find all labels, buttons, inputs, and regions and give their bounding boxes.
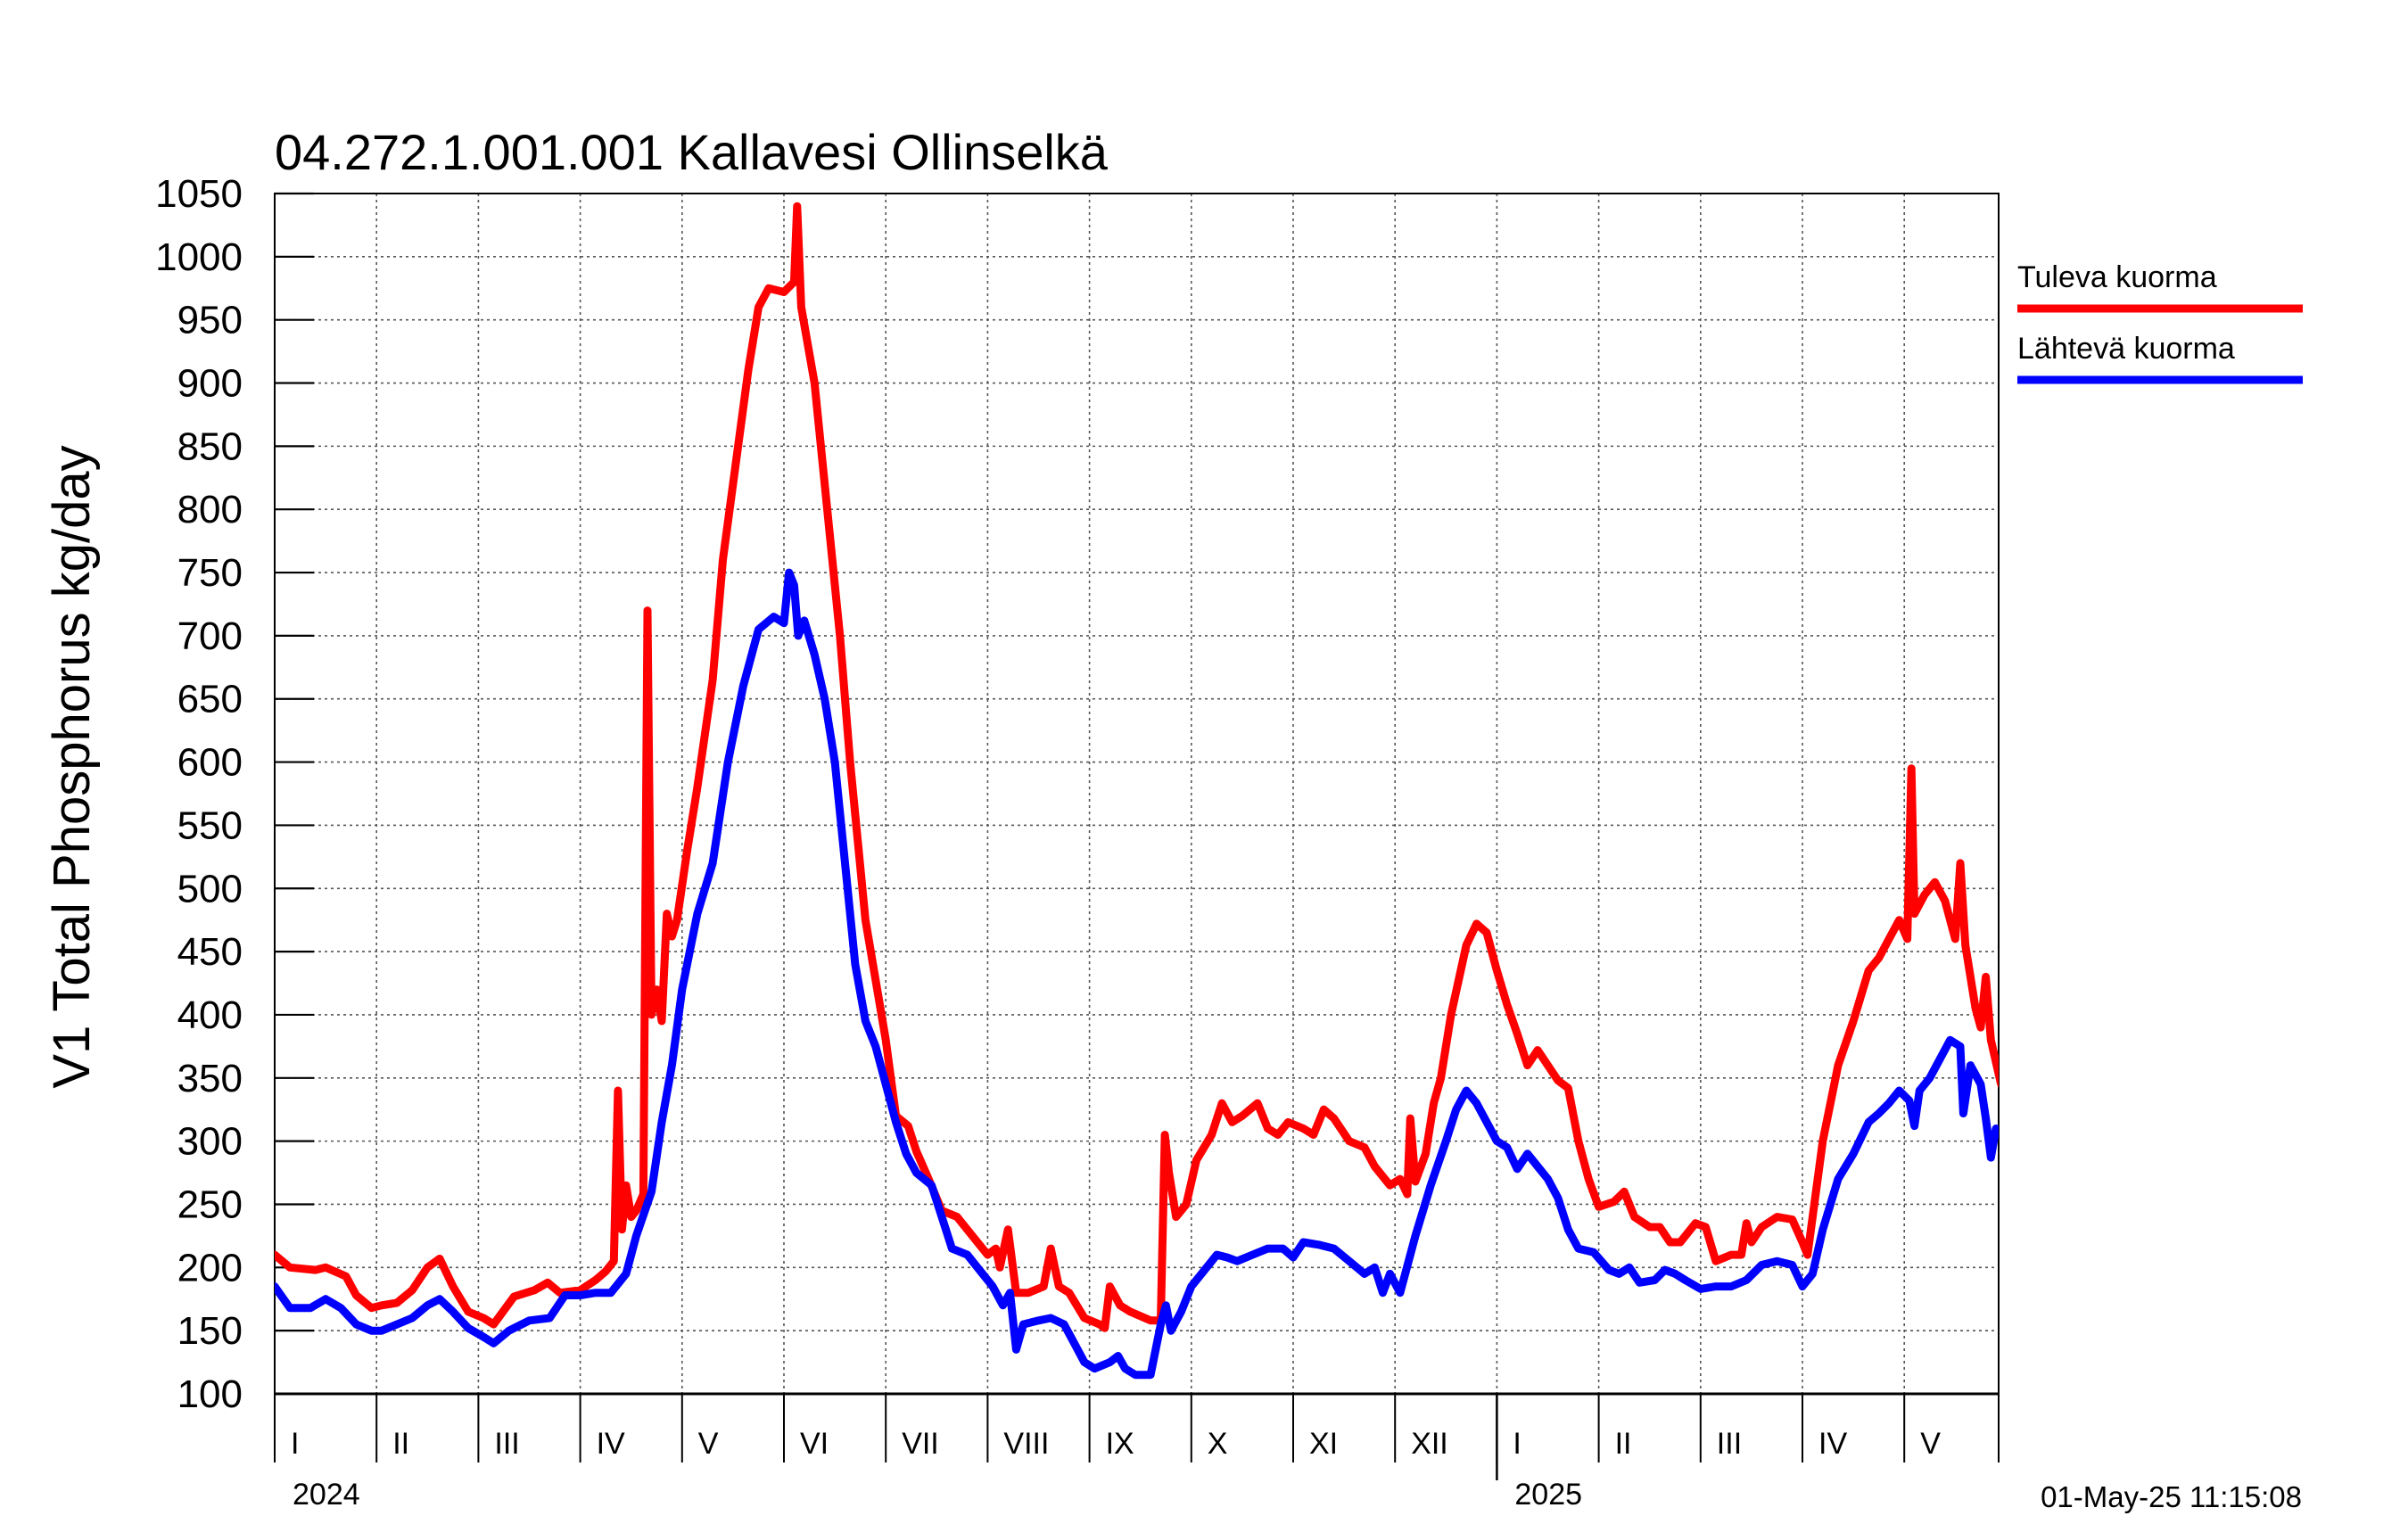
legend-label-1: Lähtevä kuorma [2017, 332, 2235, 366]
year-label: 2024 [293, 1478, 360, 1512]
y-tick-label: 750 [177, 551, 243, 595]
month-label: XII [1411, 1427, 1448, 1461]
chart-title: 04.272.1.001.001 Kallavesi Ollinselkä [275, 124, 1109, 180]
y-tick-label: 200 [177, 1246, 243, 1289]
series-line-1 [275, 568, 1999, 1380]
y-axis: 100 150 200 250 300 350 400 450 500 550 600 650 700 7… [155, 172, 314, 1416]
y-tick-label: 350 [177, 1057, 243, 1100]
month-label: IV [597, 1427, 625, 1461]
y-tick-label: 150 [177, 1309, 243, 1353]
y-tick-label: 1000 [155, 235, 243, 279]
y-axis-label: V1 Total Phosphorus kg/day [43, 445, 101, 1088]
y-tick-label: 900 [177, 362, 243, 406]
grid-lines [275, 194, 1999, 1394]
y-tick-label: 800 [177, 488, 243, 531]
month-label: I [291, 1427, 299, 1461]
y-tick-label: 850 [177, 424, 243, 468]
month-label: IV [1818, 1427, 1847, 1461]
month-label: VIII [1003, 1427, 1049, 1461]
month-label: V [698, 1427, 719, 1461]
month-label: XI [1309, 1427, 1338, 1461]
month-label: II [1615, 1427, 1632, 1461]
year-label: 2025 [1514, 1478, 1582, 1512]
y-tick-label: 400 [177, 993, 243, 1037]
month-label: X [1208, 1427, 1228, 1461]
legend-label-0: Tuleva kuorma [2017, 260, 2217, 294]
month-label: II [392, 1427, 409, 1461]
y-tick-label: 700 [177, 614, 243, 658]
month-label: VI [800, 1427, 829, 1461]
month-label: VII [902, 1427, 939, 1461]
y-tick-label: 100 [177, 1372, 243, 1416]
plot-area [275, 202, 1999, 1380]
y-tick-label: 950 [177, 299, 243, 342]
month-label: III [494, 1427, 519, 1461]
month-label: I [1513, 1427, 1521, 1461]
plot-frame [274, 193, 2000, 1395]
y-tick-label: 500 [177, 867, 243, 910]
y-tick-label: 550 [177, 803, 243, 847]
month-label: V [1920, 1427, 1941, 1461]
y-tick-label: 1050 [155, 172, 243, 216]
month-label: IX [1106, 1427, 1134, 1461]
y-tick-label: 250 [177, 1182, 243, 1226]
y-tick-label: 600 [177, 741, 243, 785]
month-label: III [1717, 1427, 1742, 1461]
legend: Tuleva kuorma Lähtevä kuorma [2017, 260, 2303, 384]
y-tick-label: 650 [177, 678, 243, 721]
timestamp: 01-May-25 11:15:08 [2041, 1480, 2302, 1513]
y-tick-label: 300 [177, 1120, 243, 1164]
series-line-0 [275, 202, 1999, 1332]
y-tick-label: 450 [177, 930, 243, 974]
